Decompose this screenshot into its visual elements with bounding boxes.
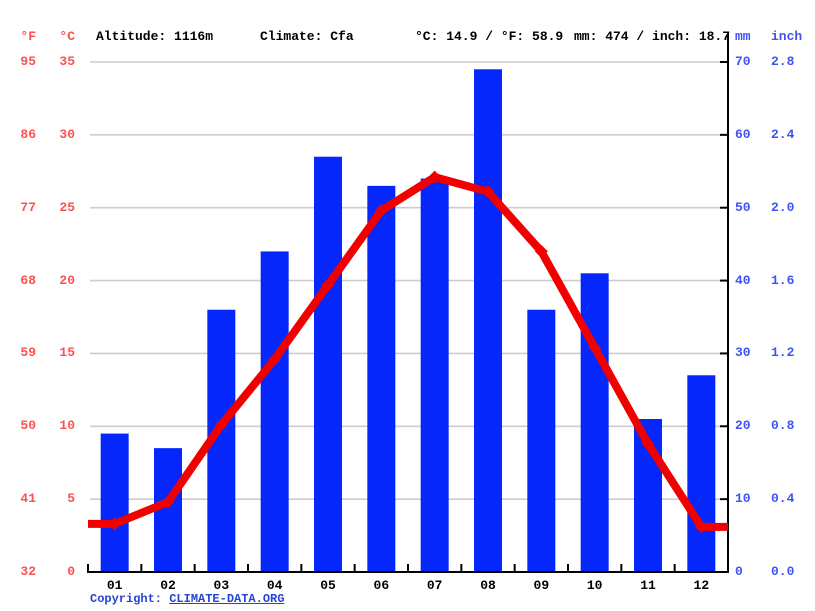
right-axis-unit-inch: inch (771, 29, 803, 44)
right-axis-tick-mm: 40 (735, 272, 751, 288)
left-axis-tick-f: 95 (20, 54, 36, 69)
right-axis-tick-mm: 10 (735, 491, 751, 507)
month-label-11: 11 (640, 578, 656, 593)
right-axis-unit-mm: mm (735, 29, 751, 44)
copyright-label: Copyright: (90, 592, 170, 606)
precipitation-summary: mm: 474 / inch: 18.7 (574, 29, 731, 44)
right-axis-tick-inch: 1.2 (771, 345, 795, 361)
temperature-point-04 (268, 352, 282, 366)
month-label-09: 09 (533, 578, 550, 593)
precipitation-bar-04 (260, 251, 289, 572)
left-axis-tick-f: 86 (20, 126, 36, 142)
precipitation-bar-10 (580, 273, 609, 572)
left-axis-tick-f: 68 (20, 272, 36, 288)
temperature-point-07 (428, 170, 442, 184)
month-label-12: 12 (693, 578, 710, 593)
left-axis-tick-c: 5 (67, 491, 75, 507)
temperature-point-11 (641, 437, 655, 451)
altitude-label: Altitude: 1116m (96, 29, 214, 44)
precipitation-bar-07 (420, 178, 449, 573)
right-axis-tick-inch: 2.0 (771, 199, 795, 215)
left-axis-unit-celsius: °C (59, 29, 75, 44)
left-axis-tick-c: 15 (59, 345, 75, 361)
right-axis-tick-mm: 70 (735, 54, 751, 69)
month-label-08: 08 (480, 578, 496, 593)
left-axis-tick-f: 77 (20, 199, 36, 215)
left-axis-tick-f: 41 (20, 491, 36, 507)
precipitation-bar-09 (527, 309, 556, 572)
precipitation-bar-05 (314, 156, 342, 572)
climate-data-org-link[interactable]: CLIMATE-DATA.ORG (169, 592, 285, 606)
right-axis-tick-inch: 2.8 (771, 54, 795, 69)
month-label-04: 04 (266, 578, 283, 593)
temperature-point-10 (588, 341, 602, 355)
month-label-07: 07 (426, 578, 443, 593)
right-axis-tick-inch: 0.4 (771, 491, 795, 507)
temperature-line (88, 173, 728, 531)
month-label-10: 10 (586, 578, 603, 593)
month-label-05: 05 (320, 578, 336, 593)
left-axis-tick-c: 35 (59, 54, 75, 69)
left-axis-tick-c: 0 (67, 564, 75, 579)
right-axis-tick-mm: 30 (735, 345, 751, 361)
climate-classification-label: Climate: Cfa (260, 29, 354, 44)
left-axis-tick-c: 20 (59, 272, 75, 288)
temperature-point-06 (374, 204, 388, 218)
left-axis-tick-f: 32 (20, 564, 36, 579)
month-label-01: 01 (106, 578, 123, 593)
right-axis-tick-mm: 50 (735, 199, 751, 215)
temperature-point-03 (214, 418, 228, 432)
month-label-03: 03 (213, 578, 230, 593)
precipitation-bar-01 (100, 433, 129, 572)
right-axis-tick-inch: 1.6 (771, 272, 795, 288)
left-axis-tick-f: 50 (20, 418, 36, 434)
precipitation-bar-08 (474, 69, 502, 573)
temperature-point-09 (534, 244, 548, 258)
left-axis-tick-c: 30 (59, 126, 75, 142)
temperature-point-01 (108, 517, 122, 531)
right-axis-tick-mm: 20 (735, 418, 751, 434)
copyright: Copyright: CLIMATE-DATA.ORG (90, 592, 284, 606)
month-label-06: 06 (373, 578, 390, 593)
temperature-point-05 (321, 278, 335, 292)
left-axis-tick-f: 59 (20, 345, 36, 361)
precipitation-bar-06 (367, 185, 396, 572)
left-axis-unit-fahrenheit: °F (20, 29, 36, 44)
left-axis-tick-c: 25 (59, 199, 75, 215)
right-axis-tick-inch: 0.0 (771, 564, 795, 579)
temperature-point-02 (161, 495, 175, 509)
left-axis-tick-c: 10 (59, 418, 75, 434)
right-axis-tick-mm: 0 (735, 564, 743, 579)
mean-temperature-summary: °C: 14.9 / °F: 58.9 (415, 29, 564, 44)
month-label-02: 02 (160, 578, 176, 593)
right-axis-tick-inch: 2.4 (771, 126, 795, 142)
right-axis-tick-inch: 0.8 (771, 418, 795, 434)
temperature-point-12 (694, 520, 708, 534)
precipitation-bar-12 (687, 375, 716, 572)
right-axis-tick-mm: 60 (735, 126, 751, 142)
temperature-point-08 (481, 185, 495, 199)
